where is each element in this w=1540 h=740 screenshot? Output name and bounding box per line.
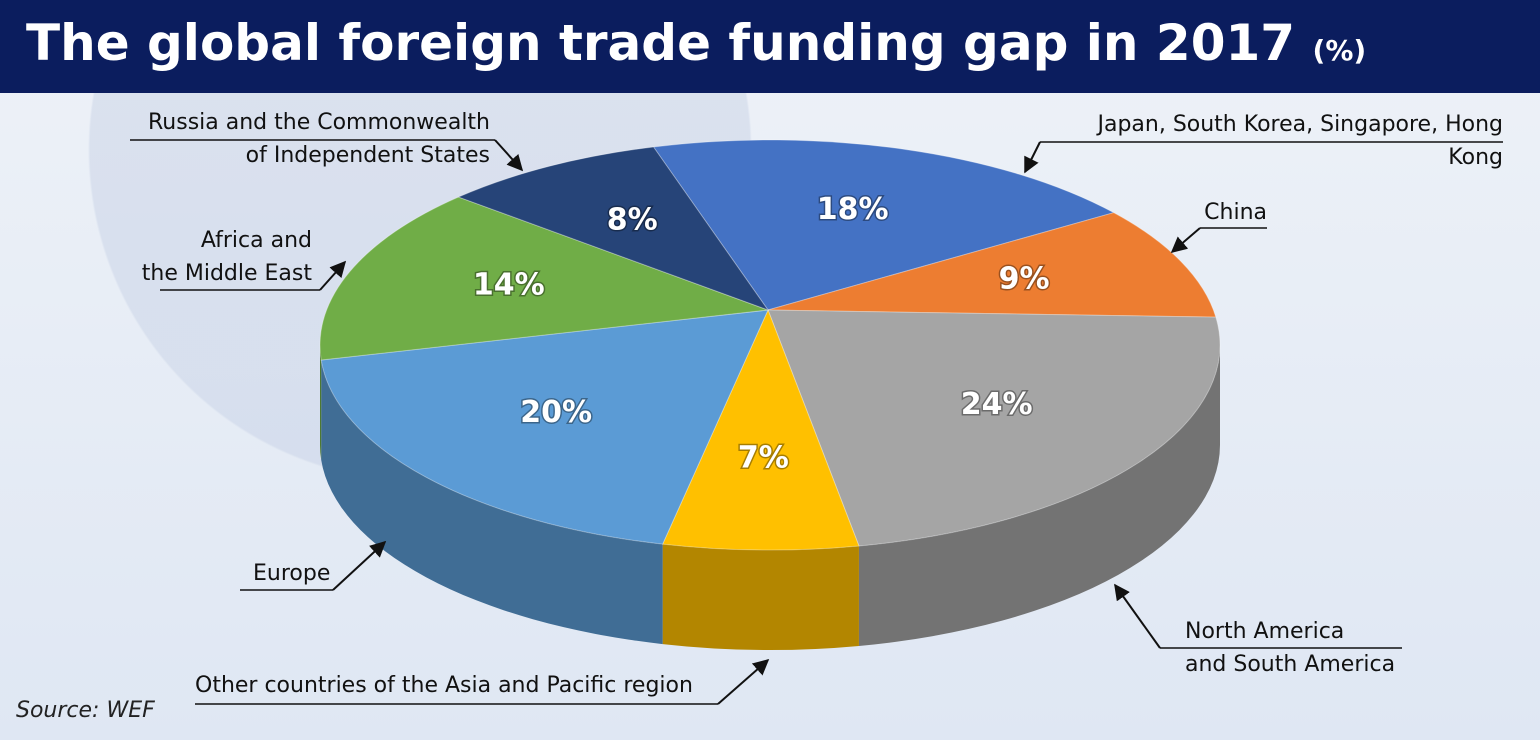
value-label: 14% xyxy=(473,268,545,303)
leader-arrow xyxy=(319,260,347,291)
category-label: Russia and the Commonwealth of Independe… xyxy=(147,110,490,168)
category-label: North America and South America xyxy=(1185,619,1396,677)
subtitle: (%) xyxy=(1312,34,1367,67)
slice-side xyxy=(320,345,322,461)
value-label: 20% xyxy=(520,395,592,430)
leader-arrow xyxy=(1170,227,1201,254)
category-label: Japan, South Korea, Singapore, Hong Kong xyxy=(1097,112,1503,170)
category-label: Other countries of the Asia and Pacific … xyxy=(195,673,693,698)
slice xyxy=(661,308,860,551)
slice-side xyxy=(321,360,663,645)
slice xyxy=(320,309,769,545)
slice xyxy=(319,196,769,361)
category-label: China xyxy=(1204,200,1267,225)
leader-arrow xyxy=(1024,141,1041,174)
leader-arrow xyxy=(494,139,524,172)
slice xyxy=(767,212,1217,318)
value-label: 18% xyxy=(817,192,889,227)
leader-arrow xyxy=(717,658,770,705)
slice xyxy=(652,139,1116,311)
value-label: 8% xyxy=(607,202,658,237)
leader-arrow xyxy=(332,540,387,591)
title: The global foreign trade funding gap in … xyxy=(26,14,1366,72)
category-label: Europe xyxy=(253,561,331,586)
title-bar xyxy=(0,0,1540,93)
value-label: 9% xyxy=(999,262,1050,297)
value-label: 24% xyxy=(961,387,1033,422)
leader-arrow xyxy=(1114,583,1161,649)
category-label: Africa and the Middle East xyxy=(141,228,312,286)
slice-side xyxy=(662,544,859,650)
slice xyxy=(767,309,1221,547)
slice-side xyxy=(858,345,1220,646)
title-text: The global foreign trade funding gap in … xyxy=(26,14,1296,72)
value-label: 7% xyxy=(738,440,789,475)
slice xyxy=(457,146,770,312)
source: Source: WEF xyxy=(16,698,155,723)
